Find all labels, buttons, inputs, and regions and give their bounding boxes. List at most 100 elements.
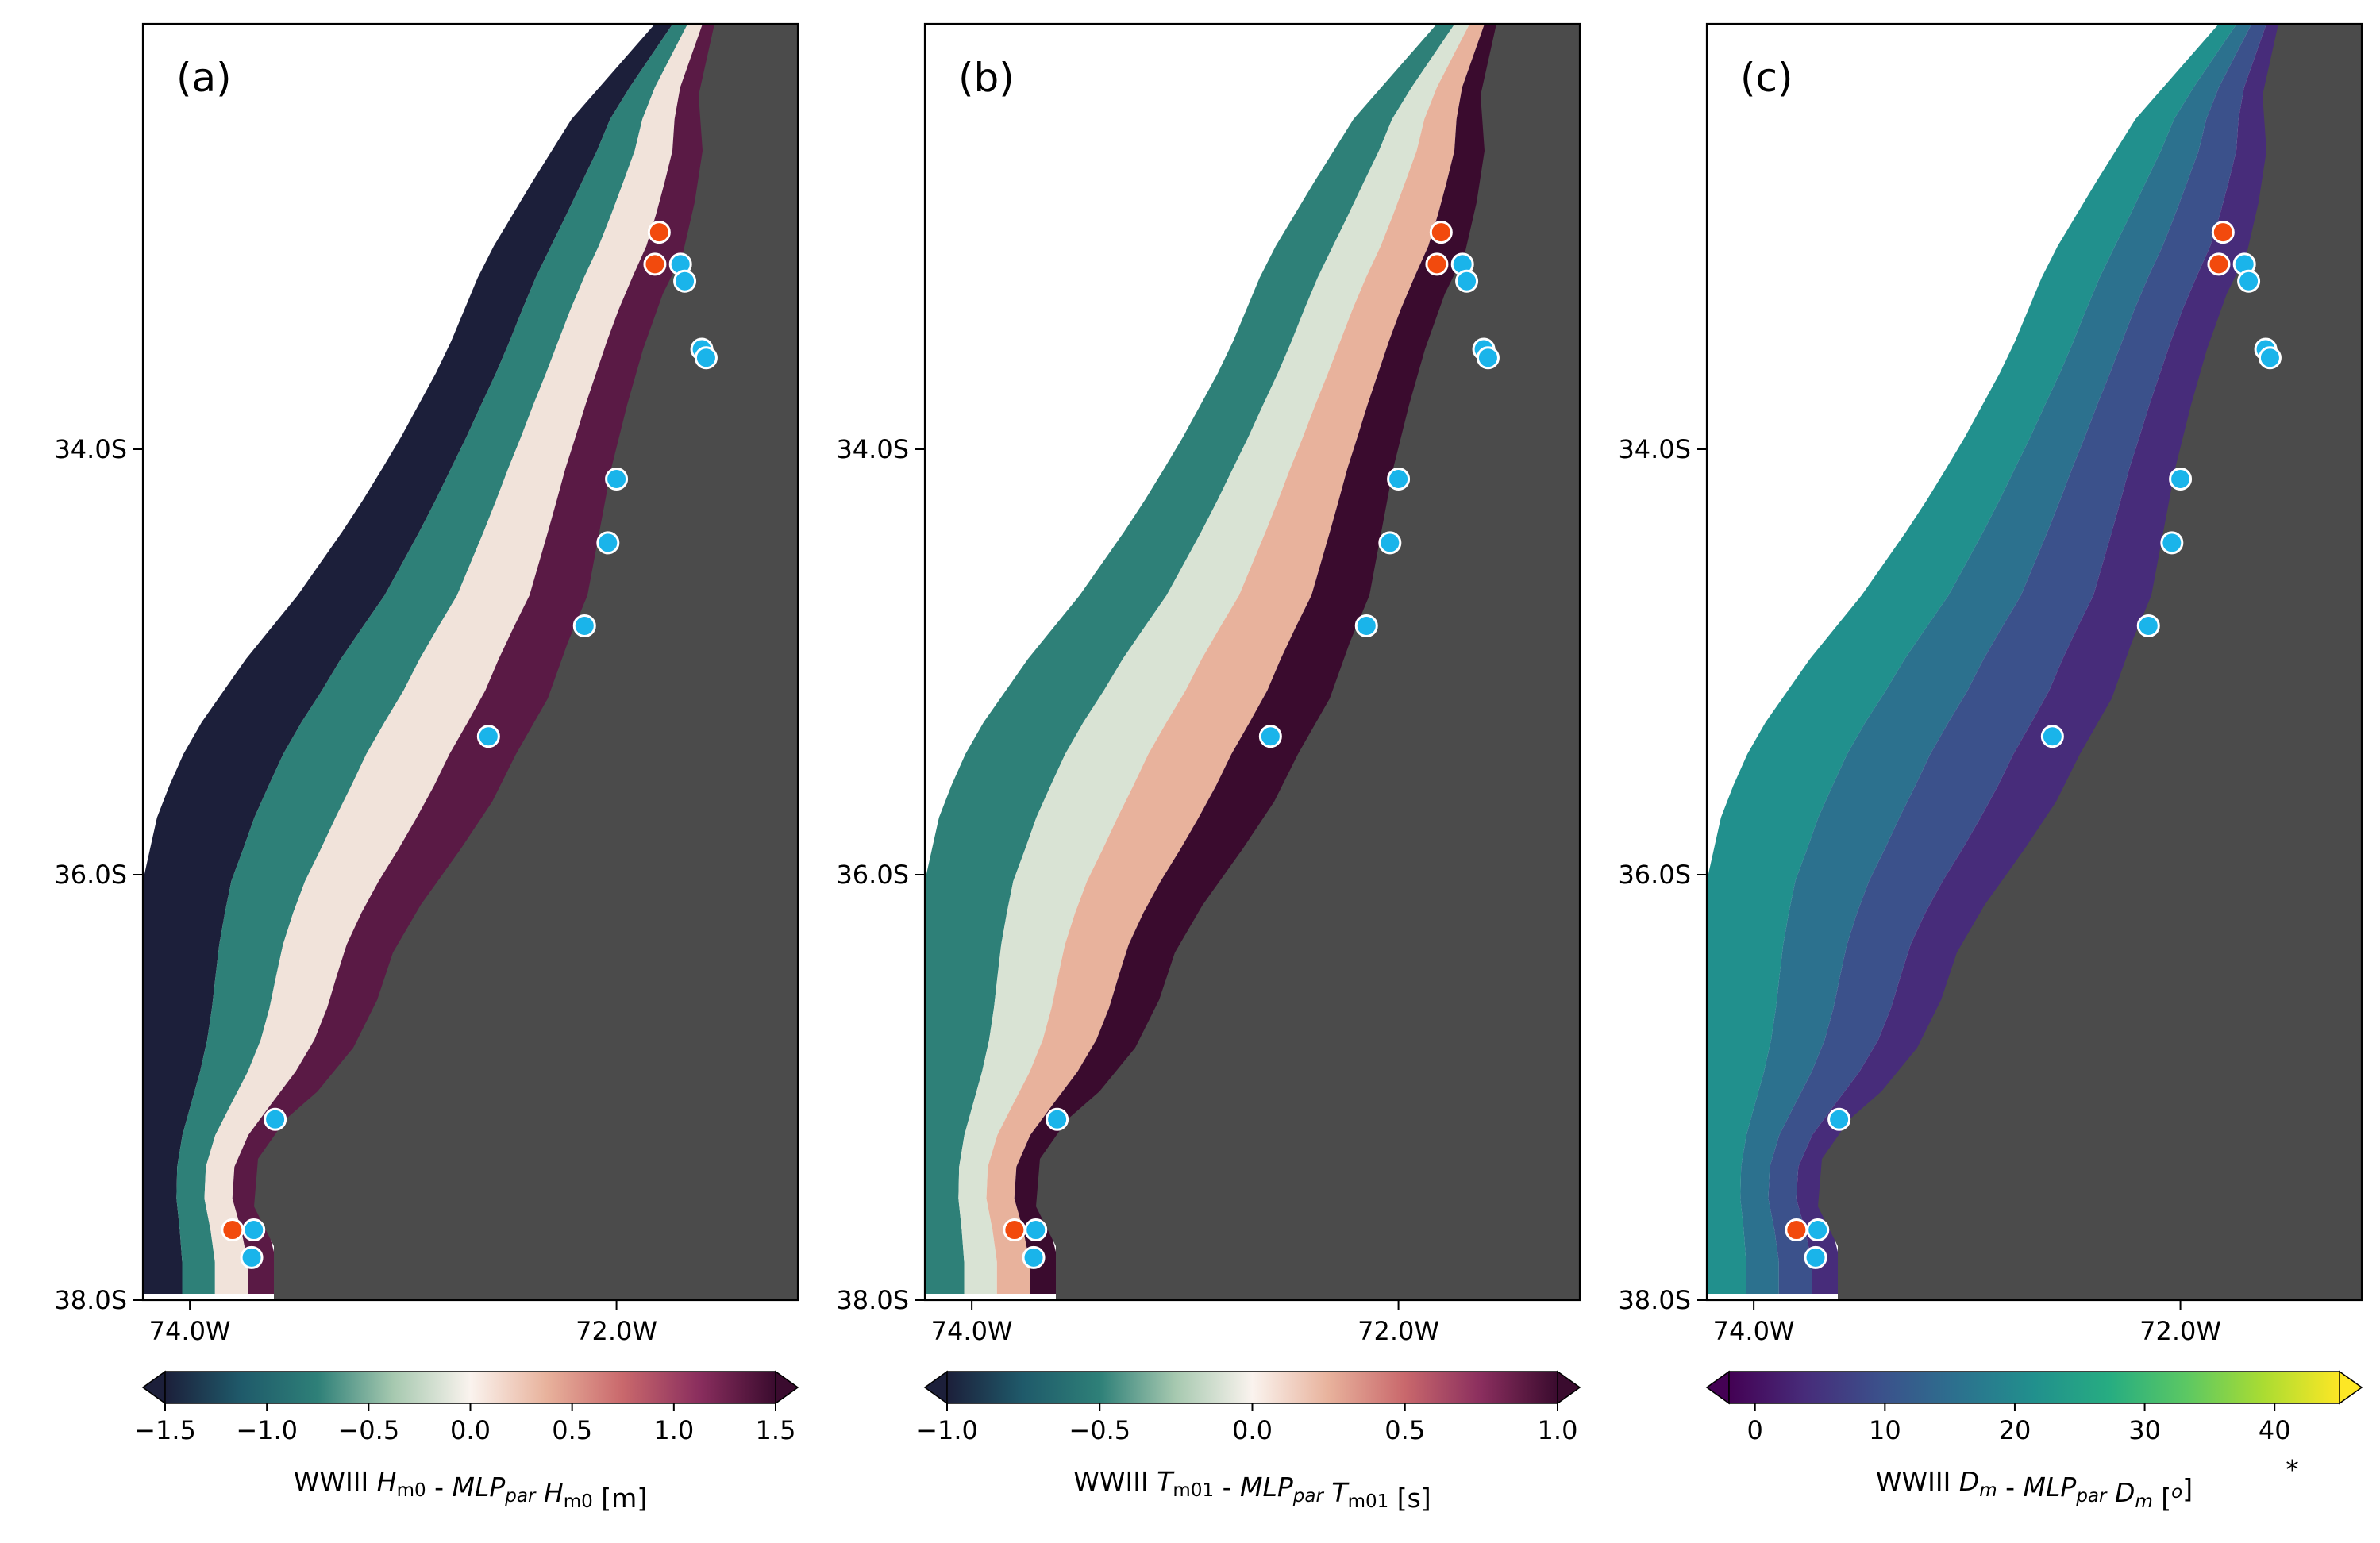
station-markers [1785,221,2282,1269]
station-blue-marker [2040,725,2064,748]
station-blue-marker [2258,346,2282,370]
colorbar-tick-label: −1.0 [236,1415,298,1445]
colorbar-extend-low [923,1370,948,1405]
station-red-marker [1425,252,1449,276]
y-tick-label: 34.0S [54,434,127,464]
colorbar-tick-label: 1.5 [756,1415,796,1445]
y-tick-label: 38.0S [54,1285,127,1315]
colorbar-tick-label: 20 [1999,1415,2031,1445]
colorbar-asterisk: * [2286,1454,2299,1485]
map-panel-b: 34.0S 36.0S 38.0S 74.0W 72.0W (b) −1.0 −0.5 0.… [836,22,1581,1514]
wave-band-near [204,24,703,1294]
map-panel-c: 34.0S 36.0S 38.0S 74.0W 72.0W (c) 0 10 20 30 40 W… [1618,22,2363,1514]
wave-band-near [986,24,1485,1294]
station-red-marker [2211,221,2235,244]
station-blue-marker [1806,1218,1830,1242]
station-blue-marker [1378,531,1402,555]
station-blue-marker [1455,269,1479,293]
station-blue-marker [2237,269,2261,293]
colorbar-extend-high [1557,1370,1581,1405]
station-blue-marker [1024,1218,1048,1242]
axis-ticks: 34.0S 36.0S 38.0S 74.0W 72.0W [836,434,1439,1346]
axis-ticks: 34.0S 36.0S 38.0S 74.0W 72.0W [54,434,657,1346]
station-red-marker [643,252,667,276]
map-frame [923,22,1581,1302]
map-panel-a: 34.0S 36.0S 38.0S 74.0W 72.0W (a) −1.5 −1.0 −0… [54,22,799,1514]
station-blue-marker [1804,1245,1827,1269]
colorbar-tick-label: 0 [1747,1415,1763,1445]
station-blue-marker [673,269,697,293]
y-tick-label: 34.0S [836,434,909,464]
map-frame [141,22,799,1302]
colorbar-tick-label: 40 [2259,1415,2291,1445]
colorbar-tick-label: −1.5 [134,1415,196,1445]
colorbar-tick-label: 1.0 [653,1415,694,1445]
x-tick-label: 74.0W [931,1316,1013,1346]
y-tick-label: 38.0S [1618,1285,1691,1315]
colorbar-tick-label: −0.5 [337,1415,399,1445]
x-tick-label: 72.0W [576,1316,657,1346]
station-red-marker [221,1218,245,1242]
station-blue-marker [596,531,620,555]
station-blue-marker [572,614,596,637]
land-mass [1036,24,1580,1300]
wave-band-shore [1796,24,2280,1294]
colorbar-c: 0 10 20 30 40 WWIII Dm - MLPpar Dm [o] * [1705,1370,2363,1514]
colorbar-tick-label: 1.0 [1538,1415,1578,1445]
x-tick-label: 74.0W [1713,1316,1795,1346]
colorbar-tick-label: 10 [1869,1415,1901,1445]
land-mass [1818,24,2362,1300]
colorbar-tick-label: 0.0 [1232,1415,1273,1445]
station-markers [1003,221,1500,1269]
panel-label-a: (a) [176,55,232,101]
station-blue-marker [1354,614,1378,637]
station-red-marker [647,221,671,244]
map-c [1707,24,2362,1300]
station-blue-marker [242,1218,266,1242]
colorbar-extend-low [141,1370,166,1405]
station-blue-marker [1258,725,1282,748]
station-blue-marker [264,1107,287,1131]
land-mass [254,24,798,1300]
colorbar-label: WWIII Tm01 - MLPpar Tm01 [s] [1073,1466,1431,1514]
colorbar-label: WWIII Hm0 - MLPpar Hm0 [m] [294,1466,647,1514]
station-blue-marker [605,468,629,491]
wave-band-shore [1014,24,1498,1294]
station-red-marker [1429,221,1453,244]
colorbar-extend-low [1705,1370,1730,1405]
colorbar-tick-label: 0.0 [450,1415,491,1445]
axis-ticks: 34.0S 36.0S 38.0S 74.0W 72.0W [1618,434,2221,1346]
colorbar-tick-label: 30 [2128,1415,2161,1445]
station-blue-marker [694,346,718,370]
colorbar-tick-label: 0.5 [1384,1415,1425,1445]
colorbar-gradient [164,1371,776,1404]
colorbar-tick-label: −1.0 [916,1415,978,1445]
y-tick-label: 38.0S [836,1285,909,1315]
colorbar-extend-high [2339,1370,2363,1405]
y-tick-label: 34.0S [1618,434,1691,464]
station-markers [221,221,718,1269]
station-blue-marker [1476,346,1500,370]
panel-label-b: (b) [958,55,1015,101]
colorbar-label: WWIII Dm - MLPpar Dm [o] [1876,1466,2193,1514]
x-tick-label: 72.0W [2139,1316,2221,1346]
station-red-marker [2207,252,2231,276]
y-tick-label: 36.0S [54,860,127,890]
wave-band-far [925,24,1455,1294]
colorbar-extend-high [775,1370,799,1405]
station-blue-marker [2136,614,2160,637]
wave-band-near [1768,24,2266,1294]
colorbar-tick-label: 0.5 [552,1415,592,1445]
colorbar-tick-label: −0.5 [1069,1415,1130,1445]
colorbar-a: −1.5 −1.0 −0.5 0.0 0.5 1.0 1.5 WWIII Hm0 - MLPp… [134,1370,799,1514]
station-blue-marker [2160,531,2184,555]
station-blue-marker [240,1245,264,1269]
station-blue-marker [2169,468,2193,491]
station-red-marker [1003,1218,1026,1242]
station-blue-marker [1046,1107,1069,1131]
y-tick-label: 36.0S [836,860,909,890]
colorbar-gradient [946,1371,1558,1404]
y-tick-label: 36.0S [1618,860,1691,890]
panel-label-c: (c) [1740,55,1793,101]
x-tick-label: 72.0W [1358,1316,1439,1346]
